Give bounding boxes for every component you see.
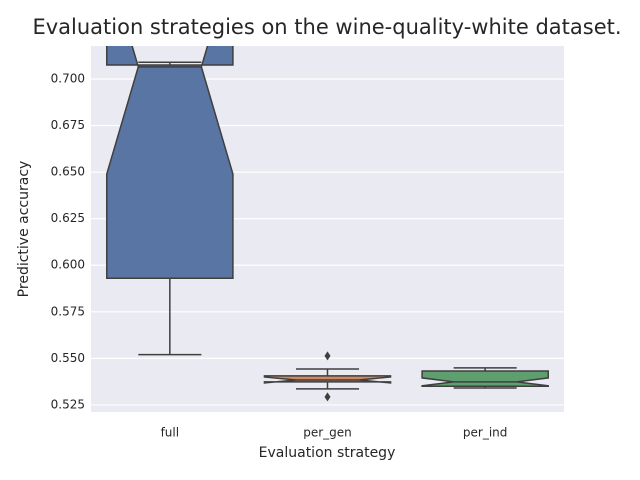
box <box>421 370 549 388</box>
y-tick-label: 0.550 <box>51 351 85 365</box>
chart-title: Evaluation strategies on the wine-qualit… <box>32 15 621 39</box>
y-axis-label: Predictive accuracy <box>16 161 32 298</box>
y-tick-label: 0.650 <box>51 165 85 179</box>
plot <box>106 46 549 402</box>
flier <box>324 351 331 361</box>
box <box>106 46 234 280</box>
y-tick-label: 0.600 <box>51 258 85 272</box>
flier <box>324 392 331 402</box>
x-tick-label: per_gen <box>303 426 352 440</box>
y-tick-label: 0.675 <box>51 118 85 132</box>
y-tick-label: 0.575 <box>51 304 85 318</box>
x-tick-label: per_ind <box>463 426 508 440</box>
y-tick-label: 0.700 <box>51 71 85 85</box>
y-tick-label: 0.625 <box>51 211 85 225</box>
x-axis-label: Evaluation strategy <box>259 445 396 461</box>
x-tick-label: full <box>161 426 180 440</box>
y-tick-label: 0.525 <box>51 397 85 411</box>
